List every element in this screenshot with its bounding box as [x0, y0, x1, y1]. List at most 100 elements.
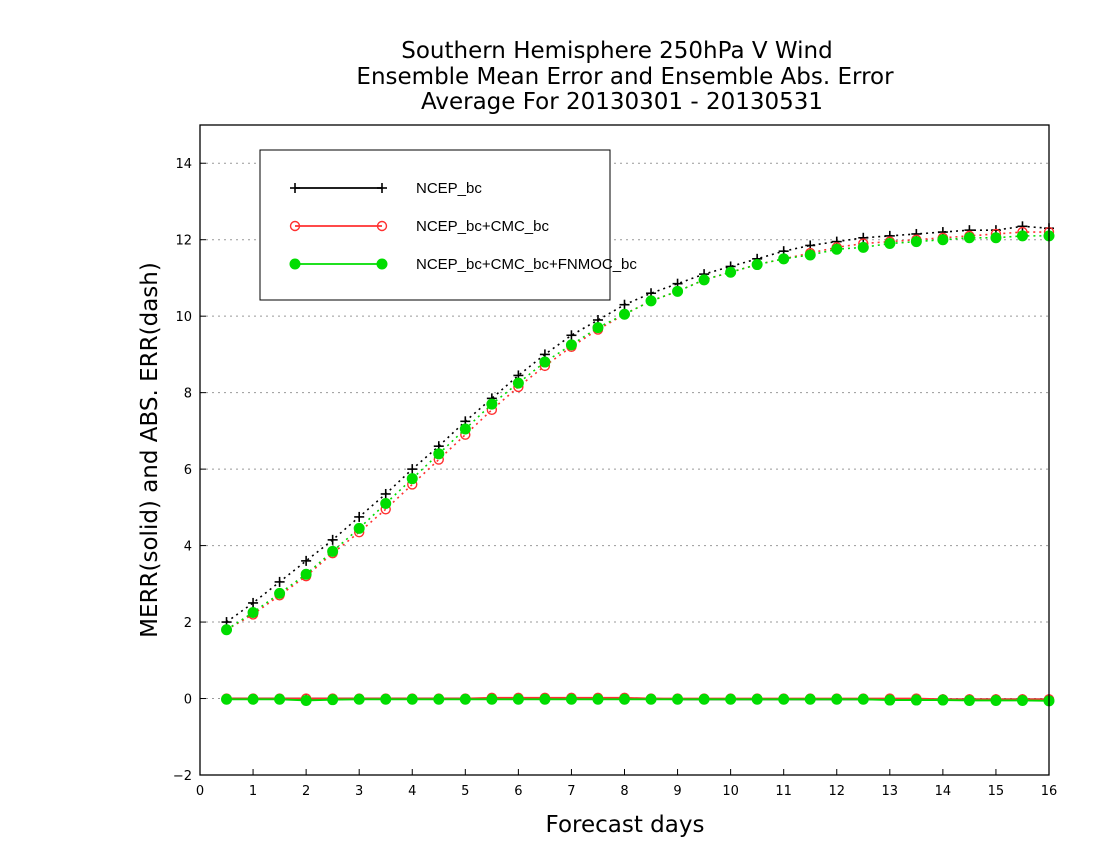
- series-2-mean-err-point-26: [910, 694, 922, 706]
- series-2-abs-err-point-3: [300, 568, 312, 580]
- series-2-mean-err-point-18: [698, 693, 710, 705]
- legend-box: [259, 149, 611, 301]
- series-2-mean-err-point-22: [804, 693, 816, 705]
- x-axis-ticks: 0 1 2 3 4 5 6 7 8 9 10 11 12 13 14 15 16: [196, 769, 1057, 799]
- legend-marker-end-2: [376, 258, 388, 270]
- series-2-mean-err-point-21: [778, 693, 790, 705]
- series-2-abs-err-point-17: [672, 285, 684, 297]
- series-2-abs-err-point-7: [406, 473, 418, 485]
- legend-marker-start-1: [289, 220, 301, 232]
- y-tick-label-4: 6: [184, 463, 192, 478]
- series-2-abs-err-point-21: [778, 253, 790, 265]
- series-2-mean-err-point-3: [300, 694, 312, 706]
- series-2-mean-err-point-28: [963, 694, 975, 706]
- series-2-mean-err-point-1: [247, 693, 259, 705]
- x-tick-label-14: 14: [935, 784, 952, 799]
- x-tick-label-7: 7: [567, 784, 575, 799]
- series-0-abs-err-point-4: [327, 534, 338, 545]
- x-tick-label-6: 6: [514, 784, 522, 799]
- series-2-mean-err-point-16: [645, 693, 657, 705]
- series-2-mean-err-point-0: [221, 693, 233, 705]
- y-axis-label: MERR(solid) and ABS. ERR(dash): [137, 262, 163, 638]
- series-2-mean-err-point-13: [565, 693, 577, 705]
- series-0-abs-err-point-3: [301, 555, 312, 566]
- series-2-abs-err-point-16: [645, 295, 657, 307]
- series-0-abs-err-point-2: [274, 576, 285, 587]
- series-2-mean-err-point-12: [539, 693, 551, 705]
- x-tick-label-8: 8: [620, 784, 628, 799]
- series-2-mean-err-point-10: [486, 693, 498, 705]
- series-2-abs-err-point-28: [963, 232, 975, 244]
- series-0-abs-err-point-13: [566, 330, 577, 341]
- y-tick-label-1: 0: [184, 693, 192, 708]
- series-0-abs-err-point-5: [354, 511, 365, 522]
- series-2-abs-err-point-18: [698, 274, 710, 286]
- legend-marker-end-1: [376, 220, 388, 232]
- series-2-abs-err-point-2: [274, 587, 286, 599]
- series-2-mean-err-point-30: [1016, 694, 1028, 706]
- series-layer: [221, 221, 1055, 707]
- series-2-abs-err-point-25: [884, 238, 896, 250]
- legend-label-2: NCEP_bc+CMC_bc+FNMOC_bc: [416, 256, 637, 273]
- x-tick-label-5: 5: [461, 784, 469, 799]
- series-2-abs-err-point-23: [831, 243, 843, 255]
- legend-marker-start-0: [290, 183, 300, 193]
- series-2-mean-err-point-23: [831, 693, 843, 705]
- y-tick-label-8: 14: [175, 157, 192, 172]
- series-2-abs-err-point-11: [512, 377, 524, 389]
- y-tick-label-2: 2: [184, 616, 192, 631]
- series-0-abs-err-point-24: [858, 232, 869, 243]
- series-2-abs-err-point-5: [353, 522, 365, 534]
- series-2-abs-err-point-1: [247, 607, 259, 618]
- series-2: [221, 230, 1055, 707]
- chart-title-line-3: Average For 20130301 - 20130531: [421, 89, 823, 115]
- series-2-mean-err-point-5: [353, 693, 365, 705]
- series-2-mean-err-point-8: [433, 693, 445, 705]
- legend-marker-end-0: [377, 183, 387, 193]
- series-2-abs-err-point-24: [857, 241, 869, 253]
- series-2-mean-err-point-11: [512, 693, 524, 705]
- legend: NCEP_bc NCEP_bc+CMC_bc NCEP_bc+CMC_bc+FNMO…: [259, 149, 637, 301]
- x-tick-label-13: 13: [882, 784, 899, 799]
- series-2-abs-err-point-26: [910, 236, 922, 248]
- series-2-abs-err-point-9: [459, 423, 471, 435]
- series-0-abs-err-point-6: [380, 488, 391, 499]
- series-2-mean-err-point-4: [327, 694, 339, 706]
- series-2-abs-err-point-10: [486, 398, 498, 410]
- series-2-mean-err-point-6: [380, 693, 392, 705]
- series-2-abs-err-point-8: [433, 448, 445, 460]
- series-2-abs-err-point-14: [592, 322, 604, 334]
- series-2-abs-err-point-30: [1016, 230, 1028, 242]
- legend-label-1: NCEP_bc+CMC_bc: [416, 218, 549, 235]
- series-2-mean-err-point-20: [751, 693, 763, 705]
- y-tick-label-7: 12: [175, 234, 192, 249]
- series-2-abs-err-point-0: [221, 624, 233, 636]
- series-2-abs-err-point-12: [539, 356, 551, 368]
- series-2-mean-err-point-7: [406, 693, 418, 705]
- x-tick-label-10: 10: [722, 784, 739, 799]
- legend-entries: NCEP_bc NCEP_bc+CMC_bc NCEP_bc+CMC_bc+FNMO…: [289, 180, 637, 273]
- x-tick-label-12: 12: [828, 784, 845, 799]
- series-2-abs-err-point-22: [804, 249, 816, 261]
- y-tick-label-6: 10: [175, 310, 192, 325]
- series-2-mean-err-point-14: [592, 693, 604, 705]
- series-2-mean-err-point-27: [937, 694, 949, 706]
- series-2-mean-err-point-24: [857, 693, 869, 705]
- series-2-abs-err-point-6: [380, 498, 392, 510]
- legend-marker-start-2: [289, 258, 301, 270]
- x-tick-label-15: 15: [988, 784, 1005, 799]
- x-tick-label-9: 9: [673, 784, 681, 799]
- series-2-abs-err-point-4: [327, 545, 339, 557]
- series-2-mean-err-point-19: [725, 693, 737, 705]
- series-2-abs-err-point-19: [725, 266, 737, 278]
- x-tick-label-4: 4: [408, 784, 416, 799]
- series-2-abs-err-point-29: [990, 232, 1002, 244]
- series-2-abs-err-point-15: [619, 308, 630, 320]
- legend-label-0: NCEP_bc: [416, 180, 482, 197]
- series-2-mean-err-point-17: [672, 693, 684, 705]
- series-0-abs-err-point-15: [619, 299, 630, 310]
- series-2-mean-err-point-29: [990, 694, 1002, 706]
- x-tick-label-3: 3: [355, 784, 363, 799]
- series-2-mean-err-line: [226, 698, 1050, 702]
